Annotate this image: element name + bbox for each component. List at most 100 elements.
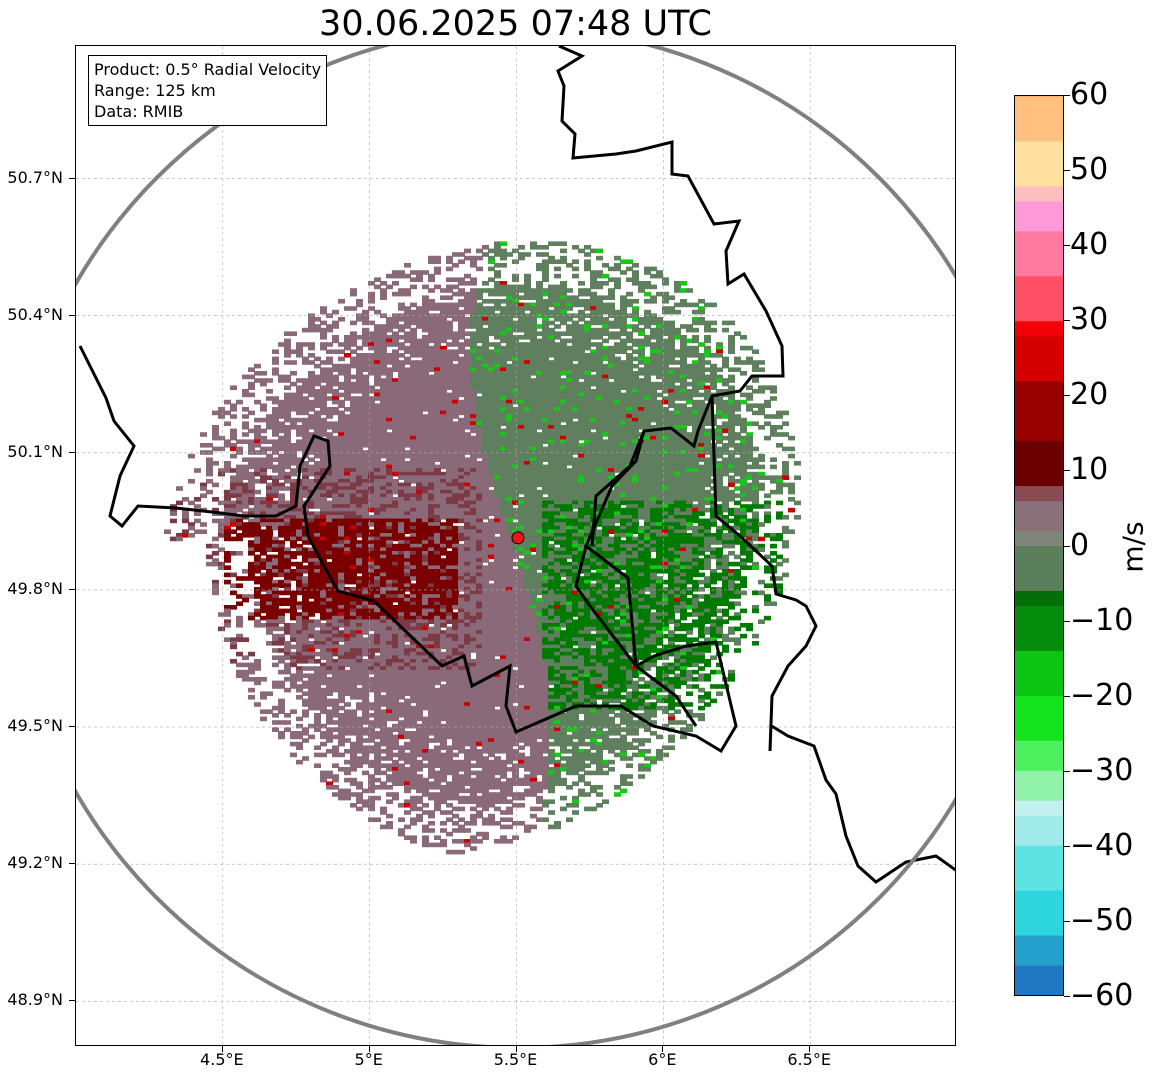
velocity-pixel <box>722 320 729 326</box>
velocity-pixel <box>614 461 621 466</box>
velocity-pixel <box>596 367 603 372</box>
velocity-pixel <box>656 446 663 452</box>
velocity-pixel <box>698 385 705 390</box>
radar-map[interactable] <box>75 45 956 1046</box>
velocity-pixel <box>284 414 291 419</box>
velocity-pixel <box>362 335 369 340</box>
velocity-pixel <box>524 302 531 308</box>
velocity-pixel <box>422 403 429 408</box>
velocity-pixel <box>602 263 609 268</box>
velocity-pixel <box>440 360 447 365</box>
velocity-pixel <box>680 374 687 380</box>
velocity-pixel <box>578 417 585 423</box>
velocity-pixel <box>362 407 369 412</box>
velocity-pixel <box>518 252 525 257</box>
velocity-pixel <box>722 464 729 470</box>
velocity-pixel <box>302 446 309 452</box>
velocity-pixel <box>650 342 657 347</box>
velocity-pixel <box>674 414 681 419</box>
velocity-pixel <box>332 421 339 426</box>
velocity-pixel <box>458 345 465 351</box>
velocity-pixel <box>302 443 309 448</box>
velocity-pixel <box>332 464 339 470</box>
velocity-pixel <box>476 381 483 387</box>
map-canvas[interactable] <box>76 46 956 1046</box>
velocity-pixel <box>632 378 639 383</box>
velocity-pixel <box>470 421 477 426</box>
velocity-pixel <box>488 403 495 408</box>
velocity-pixel <box>644 443 651 448</box>
velocity-pixel <box>236 486 243 491</box>
velocity-pixel <box>374 425 381 430</box>
velocity-pixel <box>536 342 543 347</box>
velocity-pixel <box>488 439 495 444</box>
velocity-pixel <box>344 489 351 495</box>
velocity-pixel <box>506 291 513 297</box>
velocity-pixel <box>512 385 519 390</box>
velocity-pixel <box>722 435 729 441</box>
velocity-pixel <box>668 342 675 347</box>
velocity-pixel <box>290 453 297 459</box>
velocity-pixel <box>386 374 393 380</box>
velocity-pixel <box>554 288 561 293</box>
velocity-pixel <box>728 443 735 448</box>
velocity-pixel <box>482 367 489 372</box>
velocity-pixel <box>464 374 471 380</box>
velocity-pixel <box>704 417 711 423</box>
velocity-pixel <box>590 306 597 311</box>
velocity-pixel <box>644 493 651 498</box>
velocity-pixel <box>560 486 567 491</box>
velocity-pixel <box>668 378 675 383</box>
velocity-pixel <box>668 489 675 495</box>
velocity-pixel <box>608 331 615 336</box>
velocity-pixel <box>422 507 429 513</box>
velocity-pixel <box>422 299 429 304</box>
velocity-pixel <box>566 299 573 304</box>
velocity-pixel <box>458 371 465 376</box>
velocity-pixel <box>584 252 591 257</box>
velocity-pixel <box>632 439 639 444</box>
velocity-pixel <box>476 306 483 311</box>
velocity-pixel <box>626 421 633 426</box>
velocity-pixel <box>614 421 621 426</box>
velocity-pixel <box>338 403 345 408</box>
velocity-pixel <box>656 479 663 484</box>
velocity-pixel <box>188 522 195 527</box>
velocity-pixel <box>362 367 369 372</box>
velocity-pixel <box>398 432 405 437</box>
velocity-pixel <box>410 475 417 480</box>
velocity-pixel <box>536 471 543 477</box>
velocity-pixel <box>728 392 735 398</box>
velocity-pixel <box>734 471 741 477</box>
velocity-pixel <box>344 504 351 509</box>
velocity-pixel <box>656 353 663 358</box>
velocity-pixel <box>644 410 651 416</box>
velocity-pixel <box>698 299 705 304</box>
velocity-pixel <box>590 302 597 308</box>
velocity-pixel <box>596 493 603 498</box>
velocity-pixel <box>584 345 591 351</box>
velocity-pixel <box>416 428 423 434</box>
velocity-pixel <box>668 511 675 516</box>
velocity-pixel <box>350 515 357 520</box>
velocity-pixel <box>266 439 273 444</box>
velocity-pixel <box>242 421 249 426</box>
velocity-pixel <box>614 360 621 365</box>
velocity-pixel <box>698 475 705 480</box>
velocity-pixel <box>374 500 381 506</box>
velocity-pixel <box>638 331 645 336</box>
velocity-pixel <box>716 349 723 354</box>
velocity-pixel <box>662 327 669 333</box>
velocity-pixel <box>428 414 435 419</box>
velocity-pixel <box>626 353 633 358</box>
velocity-pixel <box>680 461 687 466</box>
velocity-pixel <box>674 353 681 358</box>
velocity-pixel <box>404 507 411 513</box>
velocity-pixel <box>584 306 591 311</box>
velocity-pixel <box>662 511 669 516</box>
velocity-pixel <box>446 504 453 509</box>
velocity-pixel <box>578 525 585 531</box>
velocity-pixel <box>422 396 429 401</box>
velocity-pixel <box>362 489 369 495</box>
velocity-pixel <box>644 385 651 390</box>
